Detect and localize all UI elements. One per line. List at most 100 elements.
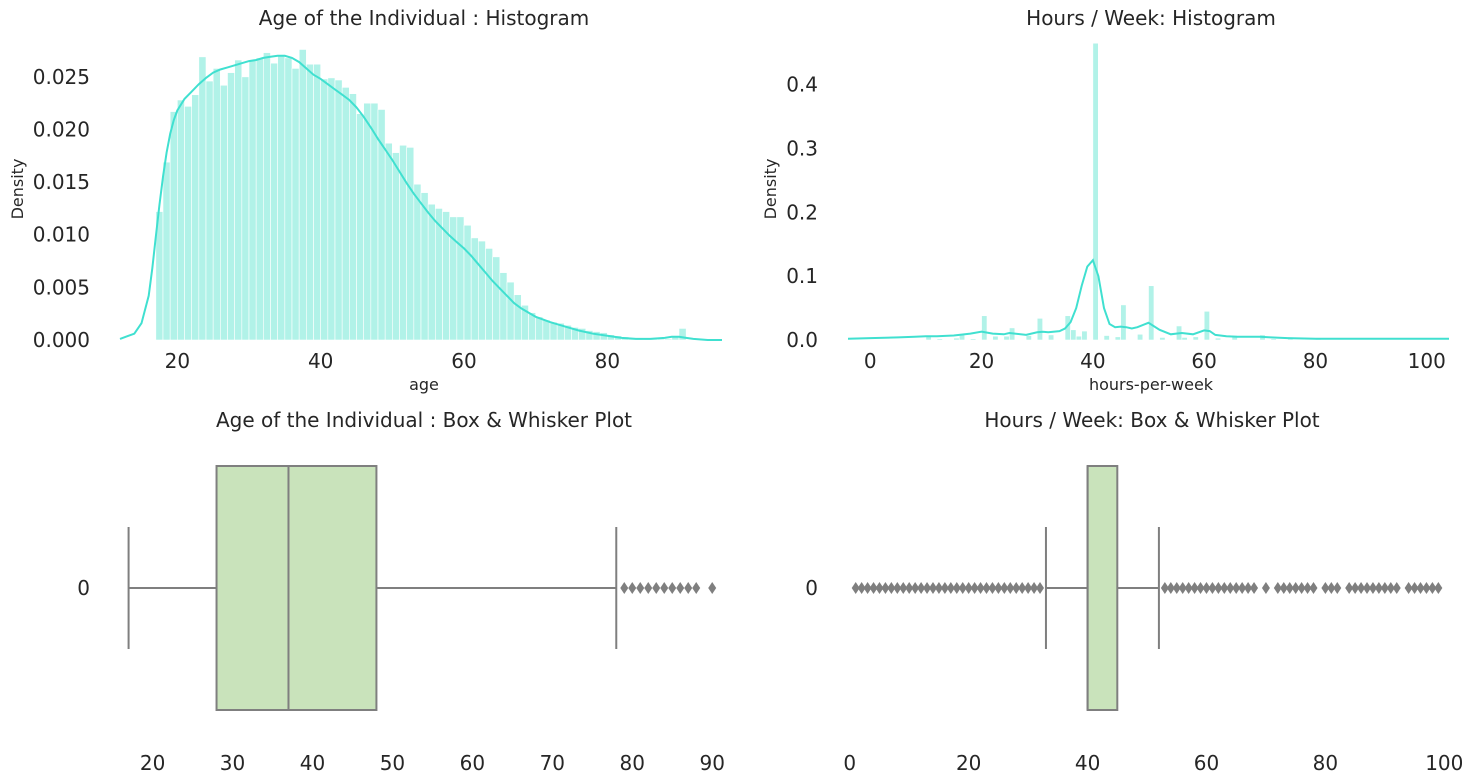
- histogram-bar: [1148, 285, 1155, 341]
- outlier-marker: [970, 582, 979, 594]
- outlier-marker: [1202, 582, 1211, 594]
- outlier-marker: [1357, 582, 1366, 594]
- outlier-marker: [1416, 582, 1425, 594]
- histogram-bar: [177, 99, 185, 341]
- histogram-bar: [449, 216, 458, 341]
- histogram-bar: [291, 68, 300, 341]
- age-histogram-yticks: 0.000 0.005 0.010 0.015 0.020 0.025: [33, 65, 90, 352]
- histogram-bar: [936, 338, 943, 341]
- hours-boxplot-category-label: 0: [805, 576, 818, 600]
- histogram-bar: [478, 240, 486, 341]
- histogram-bar: [327, 77, 336, 341]
- outlier-marker: [1303, 582, 1312, 594]
- x-tick-label: 60: [460, 751, 485, 775]
- x-tick-label: 0: [843, 751, 856, 775]
- age-histogram-title: Age of the Individual : Histogram: [259, 6, 589, 30]
- histogram-bar: [263, 52, 271, 341]
- outlier-marker: [1232, 582, 1241, 594]
- outlier-marker: [1160, 582, 1169, 594]
- age-histogram-panel: Age of the Individual : Histogram Densit…: [8, 6, 722, 394]
- outlier-marker: [692, 582, 701, 594]
- histogram-bar: [227, 72, 235, 341]
- y-tick-label: 0.4: [786, 73, 818, 97]
- x-tick-label: 40: [1075, 751, 1100, 775]
- histogram-bar: [363, 102, 372, 341]
- outlier-marker: [1012, 582, 1021, 594]
- outlier-marker: [1244, 582, 1253, 594]
- outlier-marker: [893, 582, 902, 594]
- iqr-box: [215, 465, 378, 711]
- x-tick-label: 80: [595, 349, 620, 373]
- outlier-marker: [994, 582, 1003, 594]
- outlier-marker: [1024, 582, 1033, 594]
- outlier-marker: [881, 582, 890, 594]
- histogram-bar: [1203, 310, 1210, 341]
- age-histogram-ylabel: Density: [8, 159, 27, 220]
- x-tick-label: 20: [165, 349, 190, 373]
- outlier-marker: [1386, 582, 1395, 594]
- x-tick-label: 60: [1191, 349, 1216, 373]
- histogram-bar: [349, 93, 357, 341]
- hours-histogram-yticks: 0.0 0.1 0.2 0.3 0.4: [786, 73, 818, 352]
- histogram-bar: [1214, 337, 1222, 341]
- age-boxplot-xticks: 20 30 40 50 60 70 80 90: [140, 751, 725, 775]
- age-histogram-bars: [155, 49, 687, 341]
- outlier-marker: [1351, 582, 1360, 594]
- outlier-marker: [1380, 582, 1389, 594]
- x-tick-label: 70: [540, 751, 565, 775]
- outlier-marker: [1374, 582, 1383, 594]
- outlier-marker: [869, 582, 878, 594]
- hours-boxplot-xticks: 0 20 40 60 80 100: [843, 751, 1463, 775]
- y-tick-label: 0.020: [33, 117, 90, 141]
- x-tick-label: 100: [1408, 349, 1446, 373]
- age-histogram-xlabel: age: [409, 375, 439, 394]
- histogram-bar: [506, 281, 515, 341]
- hours-histogram-bars: [925, 42, 1427, 341]
- histogram-bar: [220, 84, 228, 341]
- hours-histogram-panel: Hours / Week: Histogram Density hours-pe…: [761, 6, 1449, 394]
- x-tick-label: 60: [451, 349, 476, 373]
- outlier-marker: [1036, 582, 1045, 594]
- hours-histogram-title: Hours / Week: Histogram: [1026, 6, 1276, 30]
- outlier-marker: [1321, 582, 1330, 594]
- histogram-bar: [162, 161, 171, 341]
- histogram-bar: [1075, 335, 1082, 341]
- histogram-bar: [341, 87, 350, 341]
- y-tick-label: 0.000: [33, 328, 90, 352]
- outlier-marker: [1006, 582, 1015, 594]
- histogram-bar: [513, 294, 522, 341]
- outlier-marker: [1214, 582, 1223, 594]
- outlier-marker: [934, 582, 943, 594]
- histogram-bar: [184, 106, 192, 341]
- outlier-marker: [887, 582, 896, 594]
- outlier-marker: [628, 582, 637, 594]
- outlier-marker: [636, 582, 645, 594]
- histogram-bar: [298, 49, 307, 341]
- histogram-bar: [664, 338, 673, 341]
- histogram-bar: [420, 192, 429, 341]
- histogram-bar: [1192, 336, 1199, 341]
- outlier-marker: [1291, 582, 1300, 594]
- histogram-bar: [306, 63, 314, 341]
- histogram-bar: [1048, 334, 1055, 341]
- age-kde-line: [119, 54, 722, 341]
- outlier-marker: [1434, 582, 1443, 594]
- outlier-marker: [940, 582, 949, 594]
- age-histogram-xticks: 20 40 60 80: [165, 349, 620, 373]
- histogram-bar: [241, 76, 250, 341]
- outlier-marker: [1309, 582, 1318, 594]
- outlier-marker: [1333, 582, 1342, 594]
- outlier-marker: [923, 582, 932, 594]
- outlier-marker: [1279, 582, 1288, 594]
- histogram-bar: [248, 59, 257, 341]
- histogram-bar: [1270, 338, 1277, 341]
- outlier-marker: [1363, 582, 1372, 594]
- age-boxplot-title: Age of the Individual : Box & Whisker Pl…: [216, 408, 632, 432]
- histogram-bar: [392, 152, 400, 341]
- outlier-marker: [1238, 582, 1247, 594]
- histogram-bar: [191, 94, 200, 341]
- x-tick-label: 80: [1303, 349, 1328, 373]
- outlier-marker: [1018, 582, 1027, 594]
- outlier-marker: [684, 582, 693, 594]
- x-tick-label: 40: [308, 349, 333, 373]
